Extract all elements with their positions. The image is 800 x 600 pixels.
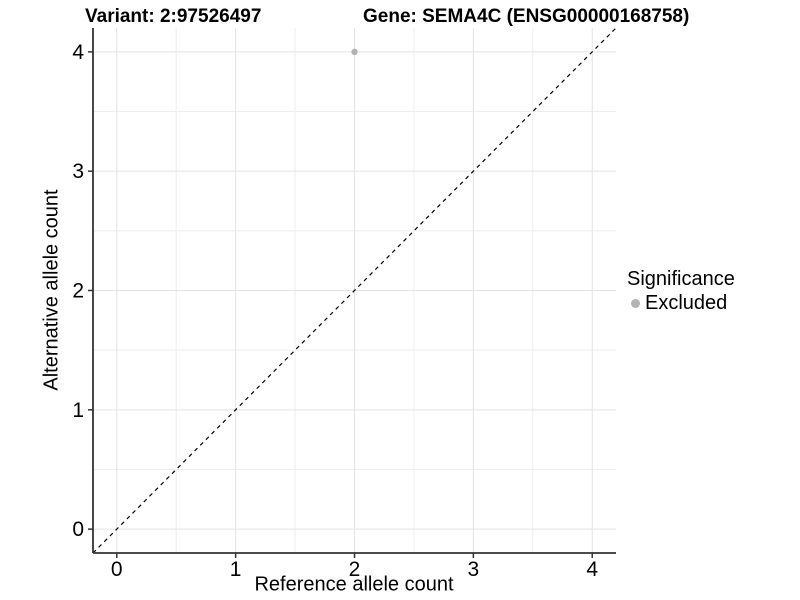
x-tick-label: 2 xyxy=(349,558,361,581)
x-axis-title: Reference allele count xyxy=(254,573,454,596)
x-tick-label: 4 xyxy=(586,558,598,581)
y-tick-label: 1 xyxy=(72,399,84,422)
y-tick-label: 0 xyxy=(72,518,84,541)
legend: Significance Excluded xyxy=(627,268,735,315)
x-tick-label: 3 xyxy=(468,558,480,581)
x-tick-label: 0 xyxy=(111,558,123,581)
x-tick-label: 1 xyxy=(230,558,242,581)
legend-entry-label: Excluded xyxy=(645,292,728,314)
legend-title: Significance xyxy=(627,268,735,290)
data-point xyxy=(351,48,358,56)
y-tick-label: 2 xyxy=(72,280,84,303)
y-tick-label: 4 xyxy=(72,41,84,64)
legend-entry-excluded: Excluded xyxy=(627,292,735,315)
gene-title: Gene: SEMA4C (ENSG00000168758) xyxy=(363,6,690,27)
y-tick-label: 3 xyxy=(72,160,84,183)
excluded-point-icon xyxy=(631,299,640,308)
y-axis-title: Alternative allele count xyxy=(40,189,63,391)
identity-reference-line xyxy=(92,27,617,554)
variant-title: Variant: 2:97526497 xyxy=(85,6,262,27)
